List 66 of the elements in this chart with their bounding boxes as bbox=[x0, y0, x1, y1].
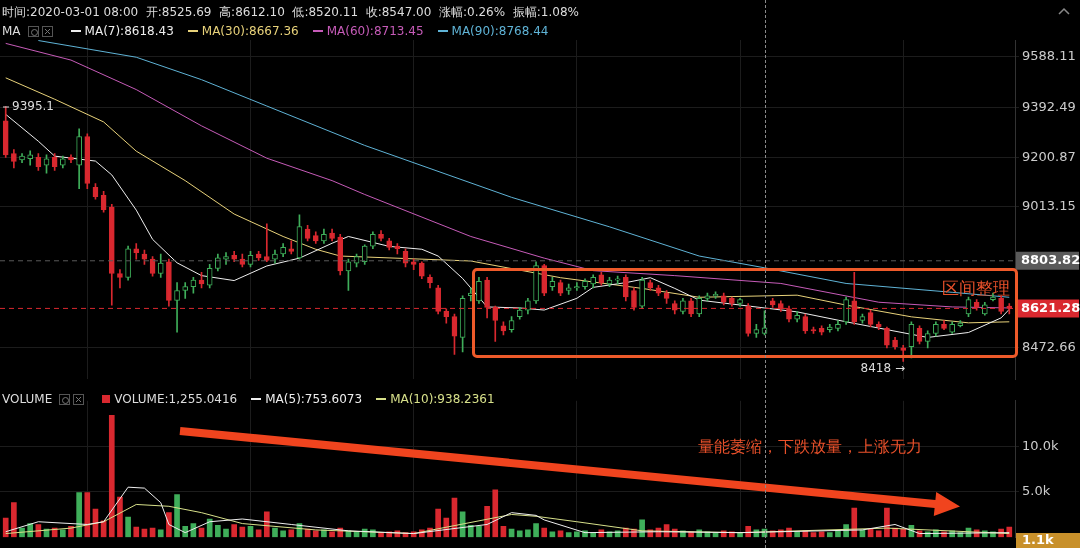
legend-label: MA(90):8768.44 bbox=[451, 24, 549, 38]
bar bbox=[288, 529, 295, 538]
y-tick-label: 9013.15 bbox=[1022, 197, 1076, 213]
legend-label: MA(7):8618.43 bbox=[84, 24, 174, 38]
bar bbox=[565, 532, 572, 538]
bar bbox=[231, 524, 237, 538]
candlestick bbox=[174, 282, 180, 333]
bar bbox=[851, 507, 858, 538]
bar bbox=[263, 511, 270, 538]
ref-line-label: 8803.82 bbox=[1021, 252, 1080, 268]
bar bbox=[484, 505, 490, 538]
legend-label: MA(10):938.2361 bbox=[390, 392, 495, 406]
annotation: 9395.1 bbox=[12, 99, 54, 114]
bar bbox=[157, 529, 164, 538]
bar bbox=[174, 494, 180, 538]
bar bbox=[476, 525, 482, 538]
candlestick bbox=[574, 282, 580, 291]
annotation: 量能萎缩，下跌放量，上涨无力 bbox=[698, 437, 922, 456]
bar bbox=[900, 528, 907, 538]
bar bbox=[884, 507, 890, 538]
legend-label: MA(60):8713.45 bbox=[326, 24, 424, 38]
bar bbox=[117, 496, 123, 538]
bar bbox=[215, 525, 221, 538]
legend-title: MA bbox=[2, 24, 21, 38]
bar bbox=[312, 530, 319, 538]
bar bbox=[435, 508, 441, 538]
bar bbox=[206, 518, 213, 538]
bar bbox=[76, 492, 82, 538]
chart-title: 时间:2020-03-01 08:00 开:8525.69 高:8612.10 低:8520.11 收:8547.00 涨幅:0.26% 振幅:1.08% bbox=[2, 4, 579, 21]
y-tick-label: 5.0k bbox=[1022, 483, 1051, 499]
legend-label: VOLUME:1,255.0416 bbox=[114, 392, 238, 406]
candlestick bbox=[117, 269, 123, 289]
bar bbox=[125, 516, 131, 538]
bar bbox=[467, 525, 474, 538]
bar bbox=[826, 532, 833, 538]
bar bbox=[533, 523, 539, 538]
bar bbox=[574, 531, 580, 538]
y-tick-label: 8472.66 bbox=[1022, 338, 1076, 354]
bar bbox=[223, 528, 229, 538]
bar bbox=[11, 502, 17, 538]
bar bbox=[541, 527, 548, 538]
y-tick-label: 9200.87 bbox=[1022, 148, 1076, 164]
legend-label: MA(30):8667.36 bbox=[201, 24, 299, 38]
annotation: 8418 → bbox=[860, 361, 905, 375]
bar bbox=[108, 415, 115, 538]
y-tick-label: 10.0k bbox=[1022, 437, 1059, 453]
bar bbox=[280, 530, 286, 538]
bar bbox=[892, 527, 898, 538]
bar bbox=[516, 530, 523, 538]
bar bbox=[549, 531, 556, 538]
bar bbox=[329, 531, 335, 538]
candlestick bbox=[263, 223, 270, 263]
bar bbox=[525, 529, 531, 538]
y-tick-label: 9392.49 bbox=[1022, 98, 1076, 114]
bar bbox=[84, 492, 91, 538]
bar bbox=[2, 517, 9, 538]
bar bbox=[60, 529, 66, 538]
bar bbox=[875, 530, 882, 538]
bar bbox=[239, 526, 246, 538]
legend-label: MA(5):753.6073 bbox=[265, 392, 363, 406]
bar bbox=[272, 527, 278, 538]
bar bbox=[492, 489, 499, 538]
chart-title: VOLUME bbox=[2, 392, 53, 406]
y-tick-label: 9588.11 bbox=[1022, 47, 1076, 63]
bar bbox=[133, 526, 140, 538]
text: 1.1k bbox=[1022, 532, 1055, 548]
